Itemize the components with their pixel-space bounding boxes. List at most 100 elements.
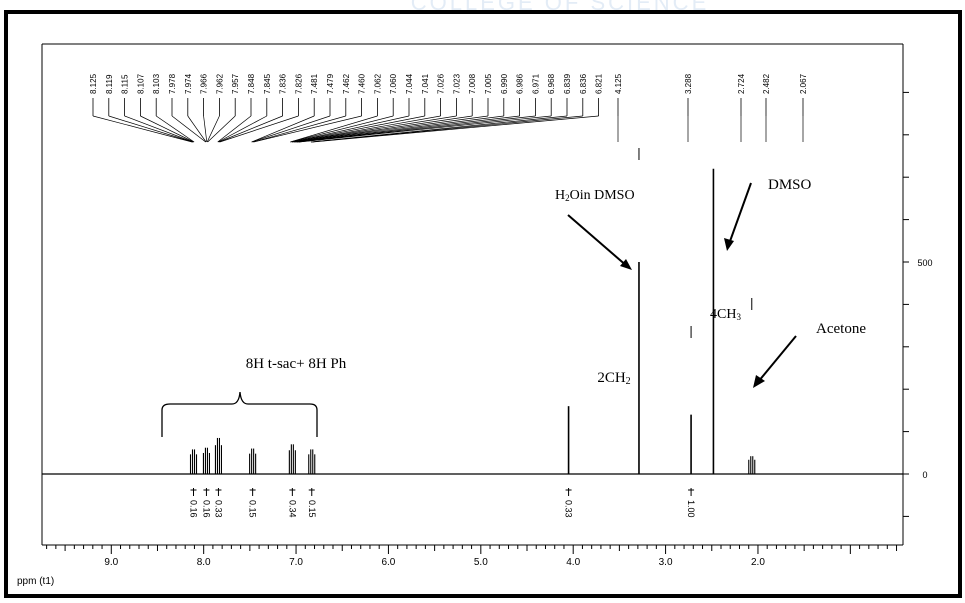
peak-label: 6.986: [516, 73, 525, 94]
spectrum-trace: [42, 148, 903, 475]
figure-border: [4, 10, 962, 598]
ch2-subscript: 2: [626, 376, 631, 387]
water-arrowhead: [620, 259, 632, 270]
x-axis: 9.0 8.0 7.0 6.0 5.0 4.0 3.0 2.0: [42, 544, 903, 568]
peak-label: 7.479: [326, 73, 335, 94]
water-rest: Oin DMSO: [570, 188, 635, 203]
peak-label: 7.826: [294, 73, 303, 94]
peak-label: 6.836: [579, 73, 588, 94]
peak-label-connector: [251, 115, 315, 143]
peak-label-connector: [312, 115, 599, 143]
peak-label-connector: [203, 115, 208, 143]
peak-label: 7.023: [452, 73, 461, 94]
y-axis: 500 0: [41, 43, 933, 545]
peak-label: 3.288: [684, 73, 693, 94]
ch3-subscript: 3: [736, 312, 741, 322]
peak-label: 7.041: [421, 73, 430, 94]
x-tick-label: 6.0: [381, 557, 395, 568]
y-tick-label: 500: [917, 258, 932, 268]
peak-label: 7.974: [184, 73, 193, 94]
integral-value: 0.15: [307, 500, 317, 518]
peak-label: 7.957: [231, 73, 240, 94]
peak-label-connector: [291, 115, 410, 143]
integral-value: 1.00: [686, 500, 696, 518]
peak-label: 6.971: [531, 73, 540, 94]
x-tick-label: 8.0: [197, 557, 211, 568]
peak-label: 7.062: [373, 73, 382, 94]
x-tick-label: 4.0: [566, 557, 580, 568]
peak-label: 6.968: [547, 73, 556, 94]
peak-label-connector: [217, 115, 252, 143]
peak-label-connector: [297, 115, 520, 143]
x-tick-label: 2.0: [751, 557, 765, 568]
x-tick-label: 7.0: [289, 557, 303, 568]
x-tick-label: 5.0: [474, 557, 488, 568]
peak-label: 7.966: [200, 73, 209, 94]
peak-label: 6.839: [563, 73, 572, 94]
ch3-annotation: 4CH3: [710, 307, 741, 322]
peak-label-connector: [293, 115, 441, 143]
integral-value: 0.33: [213, 500, 223, 518]
peak-label-connector: [292, 115, 425, 143]
integral-value: 0.16: [189, 500, 199, 518]
peak-label: 7.481: [310, 73, 319, 94]
peak-label: 7.462: [342, 73, 351, 94]
peak-label-connector: [207, 115, 236, 143]
dmso-arrow-shaft: [728, 182, 752, 245]
peak-label-connector: [187, 115, 207, 143]
peak-label: 8.125: [89, 73, 98, 94]
peak-label: 7.848: [247, 73, 256, 94]
peak-label-connector: [219, 115, 299, 143]
peak-label: 7.060: [389, 73, 398, 94]
peak-label-connector: [124, 115, 194, 143]
peak-label-connector: [295, 115, 489, 143]
peak-label-connector: [251, 115, 331, 143]
acetone-annotation: Acetone: [816, 321, 866, 337]
acetone-arrow-shaft: [757, 335, 797, 383]
peak-label-connector: [140, 115, 194, 143]
integral-value: 0.34: [287, 500, 297, 518]
integral-value: 0.16: [201, 500, 211, 518]
peak-label-connector: [290, 115, 394, 143]
integral-value: 0.33: [564, 500, 574, 518]
peak-label: 2.724: [737, 73, 746, 94]
peak-label-connector: [253, 115, 346, 143]
peak-label: 7.962: [215, 73, 224, 94]
peak-label-connector: [92, 115, 193, 143]
peak-label: 4.125: [614, 73, 623, 94]
peak-label-tick-group: [92, 98, 804, 143]
peak-label-connector: [156, 115, 195, 143]
peak-label-connector: [108, 115, 193, 143]
integral-group: 0.16 0.16 0.33 0.15 0.34 0.15 0.33 1.00: [189, 488, 696, 518]
peak-label-connector: [293, 115, 457, 143]
peak-label-connector: [206, 115, 220, 143]
peak-label: 8.119: [105, 74, 114, 94]
peak-label: 8.107: [136, 73, 145, 94]
integral-value: 0.15: [248, 500, 258, 518]
peak-label-connector: [295, 115, 473, 143]
peak-label-connector: [171, 115, 206, 143]
peak-label: 2.067: [799, 73, 808, 94]
water-subscript: 2: [565, 193, 570, 203]
x-tick-label: 3.0: [659, 557, 673, 568]
x-tick-label: 9.0: [104, 557, 118, 568]
dmso-arrowhead: [724, 238, 734, 251]
ch2-annotation: 2CH2: [597, 370, 630, 387]
peak-label-connector: [290, 115, 378, 143]
peak-label: 6.990: [500, 73, 509, 94]
aromatic-annotation: 8H t-sac+ 8H Ph: [246, 356, 347, 372]
bleed-band: [0, 0, 965, 8]
peak-label-connector: [253, 115, 362, 143]
peak-label-connector: [218, 115, 283, 143]
peak-label-group: 8.125 8.119 8.115 8.107 8.103 7.978 7.974 7.966…: [89, 73, 808, 94]
peak-label: 7.026: [437, 73, 446, 94]
x-axis-label: ppm (t1): [17, 576, 54, 587]
peak-label-connector: [298, 115, 552, 143]
water-arrow-shaft: [567, 214, 629, 268]
dmso-annotation: DMSO: [768, 177, 812, 193]
peak-label: 7.845: [263, 73, 272, 94]
peak-label: 7.044: [405, 73, 414, 94]
peak-label: 8.103: [152, 73, 161, 94]
